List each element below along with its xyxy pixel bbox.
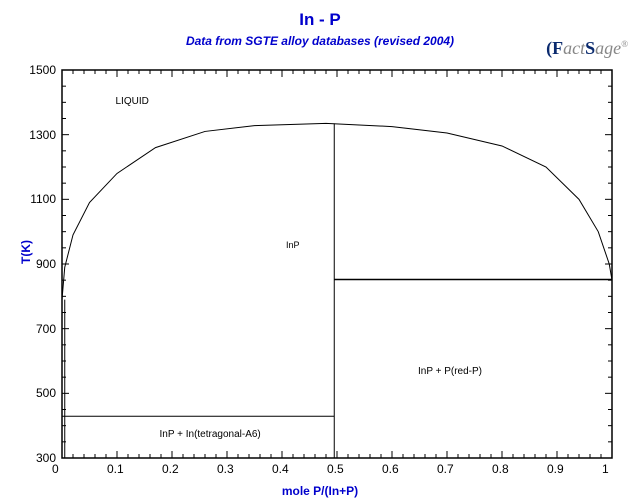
x-tick-label: 0.6: [382, 462, 399, 476]
x-tick-label: 0.5: [327, 462, 344, 476]
y-tick-label: 500: [36, 386, 56, 400]
x-tick-label: 0.2: [162, 462, 179, 476]
x-tick-label: 0.7: [437, 462, 454, 476]
y-tick-label: 1500: [29, 63, 56, 77]
y-tick-label: 1300: [29, 128, 56, 142]
region-label: InP: [286, 240, 300, 250]
y-tick-label: 1100: [30, 192, 56, 206]
x-tick-label: 1: [602, 462, 609, 476]
y-tick-label: 300: [36, 451, 56, 465]
x-tick-label: 0.3: [217, 462, 234, 476]
y-tick-label: 900: [36, 257, 56, 271]
x-tick-label: 0.8: [492, 462, 509, 476]
x-tick-label: 0.1: [107, 462, 124, 476]
region-label: LIQUID: [116, 96, 149, 107]
region-label: InP + P(red-P): [418, 366, 482, 377]
phase-diagram-svg: [0, 0, 640, 504]
region-label: InP + In(tetragonal-A6): [160, 429, 261, 440]
x-tick-label: 0.9: [547, 462, 564, 476]
y-tick-label: 700: [36, 322, 56, 336]
x-tick-label: 0.4: [272, 462, 289, 476]
